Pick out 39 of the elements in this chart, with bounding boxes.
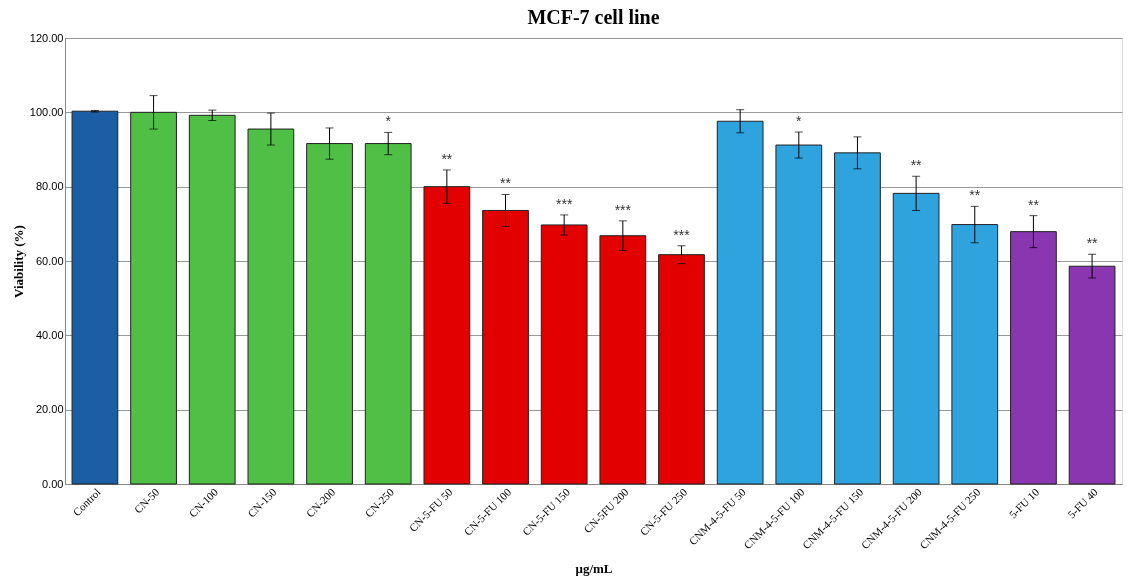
annotation: *** bbox=[673, 226, 691, 243]
bar bbox=[130, 111, 177, 485]
y-tick-label: 0.00 bbox=[42, 477, 64, 490]
bar bbox=[892, 192, 940, 485]
bar bbox=[1068, 265, 1116, 485]
annotation: ** bbox=[1086, 235, 1099, 252]
annotation: *** bbox=[614, 201, 632, 218]
bar bbox=[716, 120, 764, 485]
bar bbox=[775, 144, 823, 485]
bar bbox=[306, 143, 353, 485]
bar bbox=[658, 254, 705, 485]
y-tick-label: 120.00 bbox=[29, 31, 64, 44]
y-tick-label: 20.00 bbox=[35, 403, 64, 416]
y-tick-label: 80.00 bbox=[35, 180, 64, 193]
bar bbox=[951, 224, 999, 485]
y-axis-title: Viability (%) bbox=[10, 225, 26, 298]
annotation: * bbox=[385, 113, 392, 130]
bar bbox=[482, 209, 529, 485]
bar bbox=[599, 235, 647, 485]
bar bbox=[1010, 231, 1057, 485]
y-tick-label: 40.00 bbox=[35, 328, 64, 341]
annotation: ** bbox=[441, 150, 453, 167]
bar bbox=[423, 186, 471, 485]
bar bbox=[364, 143, 412, 485]
annotation: ** bbox=[910, 157, 923, 174]
bar bbox=[188, 114, 236, 485]
bar bbox=[834, 152, 881, 485]
y-tick-label: 100.00 bbox=[29, 105, 64, 118]
bar bbox=[247, 128, 295, 485]
annotation: ** bbox=[500, 175, 512, 192]
x-axis-title: μg/mL bbox=[575, 561, 613, 577]
annotation: ** bbox=[1027, 196, 1040, 213]
annotation: *** bbox=[555, 195, 573, 212]
bar bbox=[540, 224, 588, 485]
y-tick-label: 60.00 bbox=[35, 254, 64, 267]
annotation: ** bbox=[969, 187, 981, 204]
bar bbox=[71, 110, 119, 485]
chart-title: MCF-7 cell line bbox=[527, 6, 660, 28]
annotation: * bbox=[796, 113, 803, 130]
